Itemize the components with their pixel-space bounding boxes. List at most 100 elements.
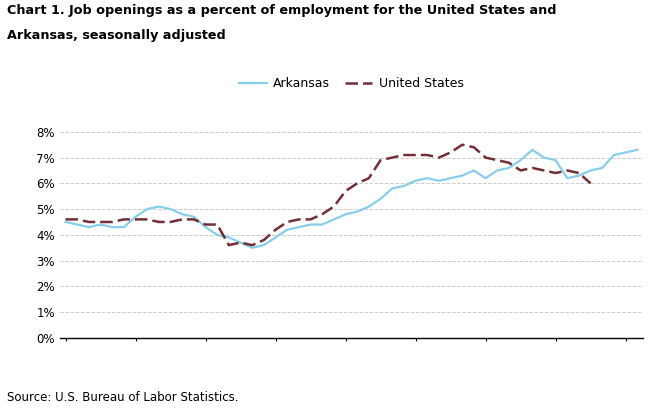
United States <box>283 220 291 225</box>
Arkansas <box>505 166 513 171</box>
Arkansas <box>552 158 560 163</box>
Legend: Arkansas, United States: Arkansas, United States <box>234 72 469 95</box>
Arkansas <box>213 232 221 237</box>
United States <box>85 220 93 225</box>
United States <box>166 220 174 225</box>
Arkansas <box>447 176 455 181</box>
United States <box>306 217 314 222</box>
Arkansas <box>108 225 116 229</box>
Arkansas <box>248 245 256 250</box>
United States <box>155 220 163 225</box>
United States <box>97 220 105 225</box>
United States <box>295 217 303 222</box>
United States <box>435 155 443 160</box>
United States <box>540 168 548 173</box>
Text: Source: U.S. Bureau of Labor Statistics.: Source: U.S. Bureau of Labor Statistics. <box>7 391 238 404</box>
Arkansas <box>412 178 420 183</box>
United States <box>423 152 431 157</box>
Line: United States: United States <box>66 145 591 245</box>
Arkansas <box>330 217 338 222</box>
Arkansas <box>516 158 524 163</box>
United States <box>190 217 198 222</box>
Text: Arkansas, seasonally adjusted: Arkansas, seasonally adjusted <box>7 29 225 42</box>
United States <box>458 142 466 147</box>
Arkansas <box>62 220 70 225</box>
Arkansas <box>564 176 572 181</box>
United States <box>447 150 455 155</box>
United States <box>213 222 221 227</box>
United States <box>365 176 373 181</box>
United States <box>470 145 478 150</box>
United States <box>377 158 385 163</box>
Arkansas <box>225 235 233 240</box>
United States <box>73 217 81 222</box>
United States <box>108 220 116 225</box>
Arkansas <box>622 150 630 155</box>
Arkansas <box>633 147 641 152</box>
United States <box>248 243 256 248</box>
Text: Chart 1. Job openings as a percent of employment for the United States and: Chart 1. Job openings as a percent of em… <box>7 4 556 17</box>
Arkansas <box>237 240 245 245</box>
Arkansas <box>283 227 291 232</box>
Arkansas <box>155 204 163 209</box>
Arkansas <box>400 183 408 188</box>
Arkansas <box>178 212 186 217</box>
Arkansas <box>493 168 501 173</box>
United States <box>552 171 560 176</box>
United States <box>389 155 396 160</box>
Arkansas <box>470 168 478 173</box>
United States <box>353 181 361 186</box>
Arkansas <box>365 204 373 209</box>
Arkansas <box>610 152 618 157</box>
United States <box>330 204 338 209</box>
Arkansas <box>389 186 396 191</box>
United States <box>528 166 536 171</box>
United States <box>225 243 233 248</box>
Arkansas <box>202 225 210 229</box>
Arkansas <box>423 176 431 181</box>
Arkansas <box>295 225 303 229</box>
United States <box>412 152 420 157</box>
Arkansas <box>143 207 151 212</box>
Arkansas <box>85 225 93 229</box>
United States <box>516 168 524 173</box>
United States <box>202 222 210 227</box>
United States <box>587 181 595 186</box>
Arkansas <box>435 178 443 183</box>
United States <box>400 152 408 157</box>
Arkansas <box>131 214 139 219</box>
Arkansas <box>272 235 280 240</box>
Arkansas <box>73 222 81 227</box>
Arkansas <box>540 155 548 160</box>
Arkansas <box>528 147 536 152</box>
Arkansas <box>575 173 583 178</box>
United States <box>564 168 572 173</box>
Arkansas <box>377 197 385 201</box>
Arkansas <box>598 166 606 171</box>
Arkansas <box>318 222 326 227</box>
Arkansas <box>587 168 595 173</box>
United States <box>481 155 489 160</box>
United States <box>493 158 501 163</box>
Arkansas <box>190 214 198 219</box>
Arkansas <box>97 222 105 227</box>
United States <box>131 217 139 222</box>
United States <box>272 227 280 232</box>
Arkansas <box>306 222 314 227</box>
United States <box>178 217 186 222</box>
Arkansas <box>353 209 361 214</box>
United States <box>318 212 326 217</box>
United States <box>341 189 349 194</box>
United States <box>505 160 513 165</box>
Arkansas <box>260 243 268 248</box>
Arkansas <box>166 207 174 212</box>
Arkansas <box>481 176 489 181</box>
United States <box>120 217 128 222</box>
Arkansas <box>341 212 349 217</box>
Arkansas <box>458 173 466 178</box>
Line: Arkansas: Arkansas <box>66 150 637 248</box>
United States <box>237 240 245 245</box>
United States <box>143 217 151 222</box>
United States <box>575 171 583 176</box>
Arkansas <box>120 225 128 229</box>
